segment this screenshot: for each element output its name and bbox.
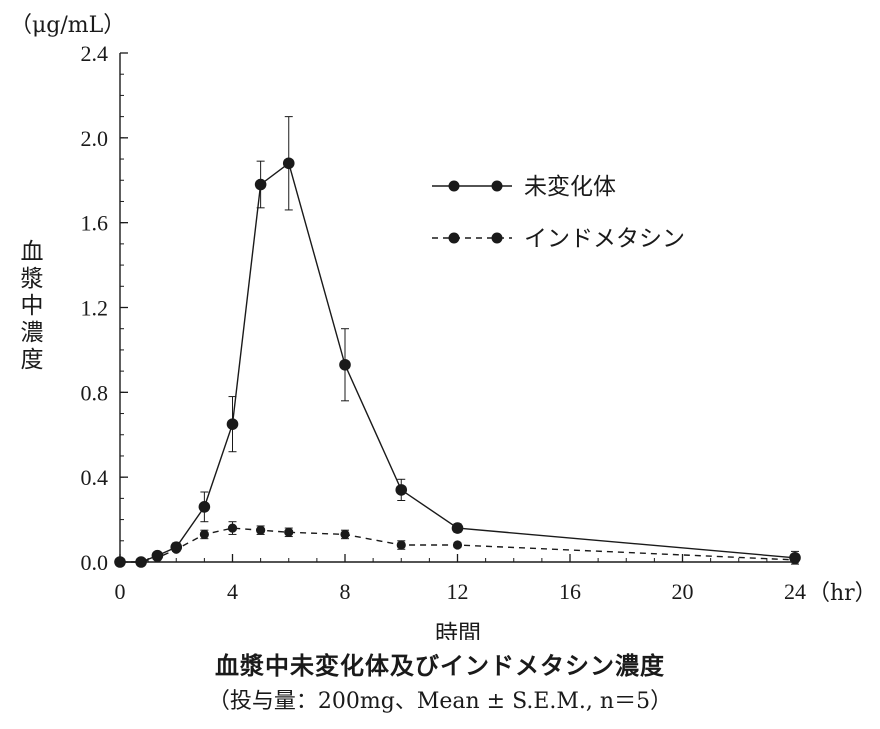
data-point — [790, 555, 800, 565]
y-label-char: 血 — [21, 239, 44, 265]
data-point — [198, 501, 211, 513]
y-label-char: 度 — [21, 347, 44, 373]
x-tick-label: 20 — [672, 579, 694, 604]
legend-marker — [491, 180, 503, 192]
data-point — [395, 484, 408, 496]
data-point — [227, 523, 238, 533]
x-tick-label: 12 — [447, 579, 469, 604]
series-indomethacin — [115, 521, 800, 567]
legend-marker — [491, 232, 503, 244]
data-point — [282, 157, 295, 170]
legend-label: 未変化体 — [524, 174, 616, 200]
data-point — [396, 540, 406, 550]
y-tick-label: 0.0 — [81, 550, 109, 575]
x-axis-label: 時間 — [435, 621, 481, 640]
x-tick-label: 16 — [559, 579, 581, 604]
data-point — [115, 557, 125, 567]
legend-marker — [448, 180, 460, 192]
y-tick-label: 2.4 — [81, 41, 109, 66]
chart: 0.0 0.4 0.8 1.2 1.6 2.0 2.4 0 4 8 12 16 20 24 未変化体インド… — [10, 13, 877, 640]
y-label-char: 漿 — [21, 266, 44, 292]
x-tick-label: 8 — [340, 579, 351, 604]
x-tick-label: 0 — [115, 579, 126, 604]
legend-marker — [448, 232, 460, 244]
data-point — [152, 553, 163, 563]
x-tick-label: 24 — [784, 579, 806, 604]
series-layer — [114, 116, 801, 568]
data-point — [254, 178, 267, 191]
y-tick-label: 0.4 — [81, 465, 109, 490]
y-tick-label: 1.6 — [81, 211, 109, 236]
data-point — [339, 358, 351, 371]
y-tick-label: 0.8 — [81, 380, 109, 405]
series-line — [120, 162, 796, 563]
chart-title: 血漿中未変化体及びインドメタシン濃度 — [215, 652, 665, 680]
y-unit-label: （μg/mL） — [10, 13, 125, 38]
y-tick-label: 1.2 — [81, 296, 109, 321]
y-tick-label: 2.0 — [81, 126, 109, 151]
data-point — [451, 522, 464, 534]
x-unit-label: （hr） — [808, 581, 877, 606]
data-point — [256, 525, 266, 535]
data-point — [340, 529, 350, 540]
data-point — [452, 540, 463, 550]
data-point — [284, 527, 294, 537]
data-point — [226, 418, 239, 430]
data-point — [171, 544, 181, 554]
y-label-char: 中 — [21, 293, 44, 319]
data-point — [199, 529, 209, 540]
legend-label: インドメタシン — [524, 226, 685, 252]
axes: 0.0 0.4 0.8 1.2 1.6 2.0 2.4 0 4 8 12 16 20 24 — [81, 41, 807, 604]
chart-subtitle: （投与量：200mg、Mean ± S.E.M., n＝5） — [207, 689, 673, 714]
y-label-char: 濃 — [21, 320, 44, 346]
x-tick-label: 4 — [227, 579, 238, 604]
data-point — [136, 557, 146, 567]
